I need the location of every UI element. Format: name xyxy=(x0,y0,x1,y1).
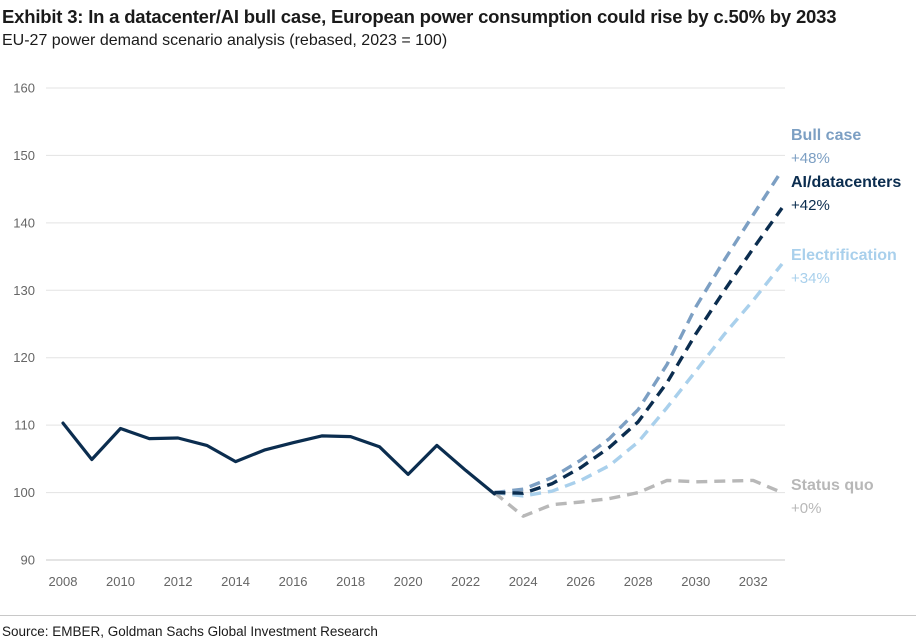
series-label-status-quo: Status quo xyxy=(791,477,874,494)
y-tick-label: 90 xyxy=(21,553,35,568)
series-lines xyxy=(61,169,784,518)
source-note: Source: EMBER, Goldman Sachs Global Inve… xyxy=(2,624,378,639)
series-line-ai xyxy=(494,207,784,495)
y-axis-ticks: 90 100 110 120 130 140 150 160 xyxy=(13,81,35,568)
x-tick-label: 2028 xyxy=(624,574,653,589)
y-tick-label: 140 xyxy=(13,215,35,230)
chart-title: Exhibit 3: In a datacenter/AI bull case,… xyxy=(2,6,837,27)
series-label-electrification: Electrification xyxy=(791,247,897,264)
x-tick-label: 2016 xyxy=(279,574,308,589)
x-tick-label: 2018 xyxy=(336,574,365,589)
x-tick-label: 2012 xyxy=(164,574,193,589)
footer-divider xyxy=(0,615,916,616)
series-change-bull: +48% xyxy=(791,150,830,167)
series-line-electrification xyxy=(494,262,784,498)
gridlines xyxy=(46,87,785,561)
line-chart: 90 100 110 120 130 140 150 160 2008 2010 2012 2014… xyxy=(13,81,901,590)
x-tick-label: 2022 xyxy=(451,574,480,589)
series-line-status-quo xyxy=(493,478,783,518)
y-tick-label: 130 xyxy=(13,283,35,298)
series-line-bull xyxy=(494,169,784,495)
x-axis-ticks: 2008 2010 2012 2014 2016 2018 2020 2022 2024 2026… xyxy=(49,574,768,589)
x-tick-label: 2030 xyxy=(681,574,710,589)
series-labels: Bull case +48% AI/datacenters +42% Electrifi… xyxy=(791,127,901,517)
y-tick-label: 160 xyxy=(13,81,35,96)
series-change-status-quo: +0% xyxy=(791,500,821,517)
x-tick-label: 2020 xyxy=(394,574,423,589)
chart-subtitle: EU-27 power demand scenario analysis (re… xyxy=(2,32,448,49)
x-tick-label: 2014 xyxy=(221,574,250,589)
series-change-ai: +42% xyxy=(791,197,830,214)
x-tick-label: 2024 xyxy=(509,574,538,589)
y-tick-label: 100 xyxy=(13,485,35,500)
x-tick-label: 2010 xyxy=(106,574,135,589)
x-tick-label: 2026 xyxy=(566,574,595,589)
y-tick-label: 110 xyxy=(14,418,35,433)
x-tick-label: 2008 xyxy=(49,574,78,589)
y-tick-label: 120 xyxy=(13,350,35,365)
series-change-electrification: +34% xyxy=(791,270,830,287)
series-line-historical xyxy=(61,421,496,496)
series-label-bull: Bull case xyxy=(791,127,861,144)
x-tick-label: 2032 xyxy=(739,574,768,589)
y-tick-label: 150 xyxy=(13,148,35,163)
series-label-ai: AI/datacenters xyxy=(791,174,901,191)
